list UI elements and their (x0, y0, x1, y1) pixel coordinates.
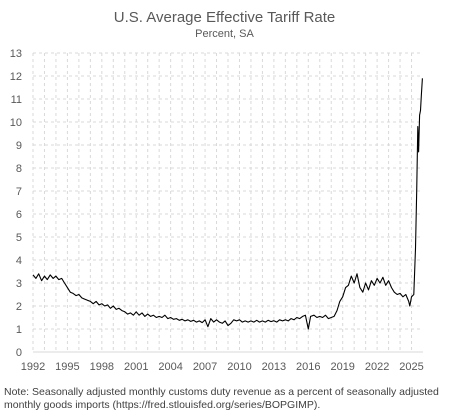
x-tick-label: 2016 (296, 361, 320, 373)
x-tick-label: 2001 (124, 361, 148, 373)
y-tick-label: 2 (16, 301, 22, 313)
y-tick-label: 5 (16, 232, 22, 244)
y-tick-label: 7 (16, 186, 22, 198)
y-tick-label: 1 (16, 324, 22, 336)
x-tick-label: 2004 (158, 361, 182, 373)
x-tick-label: 2010 (227, 361, 251, 373)
series-line (32, 78, 423, 330)
y-tick-label: 12 (10, 71, 22, 83)
y-tick-label: 0 (16, 347, 22, 359)
y-tick-label: 10 (10, 117, 22, 129)
x-tick-label: 2019 (330, 361, 354, 373)
y-tick-label: 4 (16, 255, 22, 267)
y-tick-label: 3 (16, 278, 22, 290)
x-tick-label: 2022 (365, 361, 389, 373)
y-tick-label: 13 (10, 48, 22, 60)
y-tick-label: 11 (11, 94, 22, 106)
x-tick-label: 1998 (90, 361, 114, 373)
x-tick-label: 2025 (399, 361, 423, 373)
y-tick-label: 8 (16, 163, 22, 175)
x-tick-label: 2013 (262, 361, 286, 373)
chart-note: Note: Seasonally adjusted monthly custom… (4, 386, 439, 411)
y-tick-label: 9 (16, 140, 22, 152)
x-tick-label: 1992 (21, 361, 45, 373)
y-tick-label: 6 (16, 209, 22, 221)
chart-subtitle: Percent, SA (195, 28, 254, 40)
chart-title: U.S. Average Effective Tariff Rate (113, 9, 336, 26)
x-tick-label: 2007 (193, 361, 217, 373)
x-tick-label: 1995 (55, 361, 79, 373)
